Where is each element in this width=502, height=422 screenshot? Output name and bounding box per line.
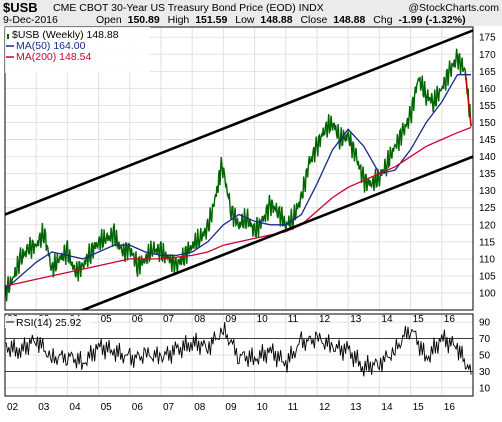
x-tick-label: 05	[101, 402, 113, 413]
rsi-tick-label: 90	[479, 318, 491, 329]
high-label: High	[168, 14, 190, 26]
x-tick-label: 02	[7, 402, 19, 413]
open-value: 150.89	[128, 14, 160, 26]
x-tick-label: 04	[69, 402, 81, 413]
x-tick-label: 13	[350, 402, 362, 413]
x-tick-label: 06	[132, 314, 144, 325]
open-label: Open	[96, 14, 122, 26]
y-tick-label: 140	[479, 152, 496, 163]
low-label: Low	[235, 14, 255, 26]
high-value: 151.59	[195, 14, 227, 26]
y-tick-label: 115	[479, 237, 495, 248]
x-tick-label: 15	[413, 402, 425, 413]
price-panel: 100 105 110 115 120 125 130 135 140 145 150 155 160 1…	[4, 26, 496, 311]
y-tick-label: 150	[479, 118, 496, 129]
x-tick-label: 12	[319, 314, 331, 325]
x-tick-label: 14	[381, 402, 393, 413]
y-tick-label: 145	[479, 135, 496, 146]
x-tick-label: 15	[413, 314, 425, 325]
x-tick-label: 09	[225, 314, 237, 325]
x-tick-label: 16	[444, 402, 456, 413]
rsi-tick-label: 10	[479, 383, 491, 394]
low-value: 148.88	[260, 14, 292, 26]
rsi-tick-label: 30	[479, 367, 491, 378]
x-tick-label: 10	[257, 402, 269, 413]
x-tick-label: 03	[38, 402, 50, 413]
rsi-tick-label: 70	[479, 334, 491, 345]
x-tick-label: 14	[381, 314, 393, 325]
legend-price: $USB (Weekly) 148.88	[12, 29, 119, 41]
rsi-line	[5, 322, 472, 377]
close-label: Close	[300, 14, 327, 26]
chart-title: CME CBOT 30-Year US Treasury Bond Price …	[53, 2, 324, 14]
x-tick-label: 07	[163, 314, 175, 325]
x-tick-label: 11	[288, 402, 299, 413]
legend-ma50: MA(50) 164.00	[16, 40, 86, 52]
y-tick-label: 160	[479, 84, 496, 95]
channel-upper-line	[5, 29, 473, 216]
x-tick-label: 13	[350, 314, 362, 325]
quote-line: Open 150.89 High 151.59 Low 148.88 Close…	[96, 14, 466, 26]
x-tick-label: 11	[288, 314, 299, 325]
rsi-panel-frame	[4, 313, 474, 397]
quote-date: 9-Dec-2016	[3, 14, 58, 26]
y-tick-label: 120	[479, 220, 496, 231]
chg-value: -1.99 (-1.32%)	[398, 14, 465, 26]
x-tick-label: 08	[194, 314, 206, 325]
x-axis: 0202030304040505060607070808090910101111…	[7, 314, 455, 413]
legend-ma200: MA(200) 148.54	[16, 51, 91, 63]
rsi-legend: RSI(14) 25.92	[5, 316, 91, 329]
x-tick-label: 08	[194, 402, 206, 413]
header-bar	[0, 0, 502, 26]
y-tick-label: 170	[479, 50, 496, 61]
watermark: @StockCharts.com	[408, 2, 499, 14]
rsi-panel: 10 30 50 70 90	[4, 313, 491, 397]
ma50-line	[5, 74, 472, 290]
y-tick-label: 105	[479, 271, 496, 282]
y-tick-label: 125	[479, 203, 496, 214]
x-tick-label: 12	[319, 402, 331, 413]
price-legend: $USB (Weekly) 148.88 MA(50) 164.00 MA(20…	[5, 27, 150, 73]
y-tick-label: 130	[479, 186, 496, 197]
x-tick-label: 06	[132, 402, 144, 413]
rsi-tick-label: 50	[479, 351, 491, 362]
x-tick-label: 10	[257, 314, 269, 325]
y-tick-label: 100	[479, 288, 496, 299]
x-tick-label: 16	[444, 314, 456, 325]
y-tick-label: 165	[479, 67, 496, 78]
x-tick-label: 05	[101, 314, 113, 325]
x-tick-label: 07	[163, 402, 175, 413]
price-last-drop	[464, 71, 472, 127]
legend-rsi: RSI(14) 25.92	[16, 317, 82, 329]
ma200-line	[5, 126, 472, 287]
x-tick-label: 09	[225, 402, 237, 413]
y-tick-label: 135	[479, 169, 496, 180]
chart-symbol: $USB	[3, 0, 38, 15]
close-value: 148.88	[333, 14, 365, 26]
price-series-line	[5, 48, 472, 302]
y-tick-label: 175	[479, 33, 496, 44]
y-tick-label: 155	[479, 101, 496, 112]
y-tick-label: 110	[479, 254, 495, 265]
chg-label: Chg	[373, 14, 392, 26]
price-panel-frame	[4, 26, 474, 311]
